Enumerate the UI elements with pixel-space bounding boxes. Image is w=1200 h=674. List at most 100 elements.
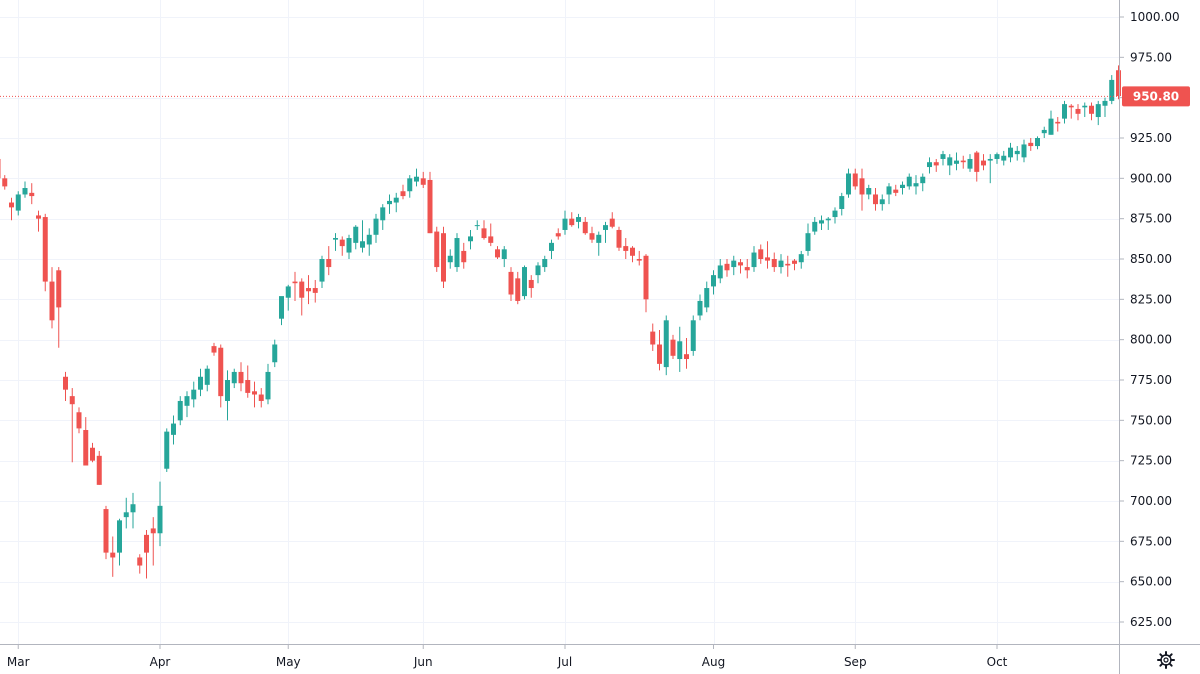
- candle[interactable]: [474, 220, 480, 230]
- candle[interactable]: [886, 183, 892, 205]
- candle[interactable]: [515, 271, 521, 305]
- candle[interactable]: [434, 226, 440, 272]
- candle[interactable]: [150, 517, 156, 566]
- candle[interactable]: [900, 181, 905, 195]
- candle[interactable]: [177, 396, 183, 426]
- candle[interactable]: [812, 217, 818, 235]
- candle[interactable]: [690, 315, 696, 356]
- candle[interactable]: [981, 154, 986, 171]
- candle[interactable]: [15, 191, 21, 216]
- candle[interactable]: [56, 267, 62, 348]
- candle[interactable]: [495, 246, 500, 259]
- candle[interactable]: [825, 217, 831, 230]
- candle[interactable]: [994, 152, 1000, 164]
- candle[interactable]: [69, 388, 75, 463]
- candle[interactable]: [576, 213, 581, 229]
- candle[interactable]: [1116, 65, 1121, 100]
- candle[interactable]: [461, 242, 467, 269]
- candle[interactable]: [609, 212, 615, 229]
- candle[interactable]: [535, 262, 541, 284]
- candle[interactable]: [164, 428, 170, 472]
- candle[interactable]: [643, 254, 649, 313]
- candle[interactable]: [832, 207, 838, 224]
- candle[interactable]: [1041, 126, 1047, 138]
- candle[interactable]: [778, 254, 784, 274]
- candle[interactable]: [1055, 117, 1061, 132]
- candle[interactable]: [947, 154, 953, 176]
- candle[interactable]: [231, 368, 237, 389]
- candle[interactable]: [1089, 102, 1094, 121]
- candle[interactable]: [110, 536, 116, 577]
- candle[interactable]: [42, 213, 48, 292]
- candle[interactable]: [184, 391, 190, 418]
- candle[interactable]: [306, 275, 311, 305]
- candle[interactable]: [623, 238, 629, 259]
- candle[interactable]: [758, 244, 764, 264]
- candle[interactable]: [933, 158, 939, 172]
- candle[interactable]: [400, 184, 406, 200]
- candle[interactable]: [63, 371, 68, 401]
- candle[interactable]: [360, 220, 365, 253]
- candle[interactable]: [279, 296, 284, 326]
- candle[interactable]: [49, 267, 55, 329]
- candle[interactable]: [852, 168, 858, 190]
- candle[interactable]: [1008, 142, 1013, 163]
- candle[interactable]: [326, 246, 332, 276]
- candle[interactable]: [967, 154, 973, 172]
- candle[interactable]: [144, 530, 149, 579]
- candle[interactable]: [542, 255, 548, 272]
- candle[interactable]: [636, 250, 642, 266]
- candle[interactable]: [501, 246, 507, 268]
- candle[interactable]: [677, 326, 683, 372]
- candle[interactable]: [83, 417, 89, 466]
- candle[interactable]: [1035, 136, 1040, 150]
- candle[interactable]: [407, 175, 413, 198]
- candle[interactable]: [420, 171, 426, 189]
- candle[interactable]: [1082, 102, 1088, 118]
- candle[interactable]: [744, 259, 750, 279]
- candle[interactable]: [798, 250, 804, 269]
- candle[interactable]: [245, 365, 251, 398]
- candle[interactable]: [866, 184, 872, 200]
- candle[interactable]: [2, 175, 8, 190]
- candle[interactable]: [353, 225, 359, 250]
- candle[interactable]: [36, 210, 41, 232]
- candle[interactable]: [265, 363, 271, 405]
- candle[interactable]: [211, 342, 217, 356]
- candle[interactable]: [596, 231, 602, 256]
- candle[interactable]: [920, 173, 926, 192]
- candle[interactable]: [198, 368, 203, 397]
- candle[interactable]: [481, 220, 487, 240]
- candle[interactable]: [319, 255, 325, 289]
- candle[interactable]: [468, 229, 473, 250]
- candle[interactable]: [960, 155, 966, 169]
- candle[interactable]: [879, 194, 885, 211]
- candle[interactable]: [238, 362, 244, 392]
- candle[interactable]: [562, 210, 568, 235]
- candle[interactable]: [299, 278, 305, 316]
- candle[interactable]: [427, 171, 433, 234]
- candle[interactable]: [582, 217, 588, 235]
- candle[interactable]: [738, 259, 743, 274]
- candle[interactable]: [569, 212, 575, 227]
- candle[interactable]: [859, 168, 865, 211]
- candle[interactable]: [191, 381, 197, 408]
- candle[interactable]: [312, 279, 318, 303]
- candle[interactable]: [616, 226, 622, 251]
- candle[interactable]: [339, 236, 345, 256]
- candle[interactable]: [717, 259, 723, 284]
- candle[interactable]: [1109, 75, 1115, 105]
- candle[interactable]: [819, 215, 824, 230]
- candle[interactable]: [630, 246, 635, 263]
- candle[interactable]: [846, 168, 851, 198]
- candle[interactable]: [171, 415, 176, 445]
- candle[interactable]: [528, 275, 534, 298]
- candle[interactable]: [0, 156, 1, 185]
- candle[interactable]: [117, 518, 122, 566]
- candle[interactable]: [954, 152, 959, 171]
- candle[interactable]: [927, 157, 932, 174]
- candle[interactable]: [1095, 100, 1101, 126]
- candle[interactable]: [76, 407, 82, 434]
- candle[interactable]: [157, 481, 163, 547]
- candle[interactable]: [1102, 97, 1108, 118]
